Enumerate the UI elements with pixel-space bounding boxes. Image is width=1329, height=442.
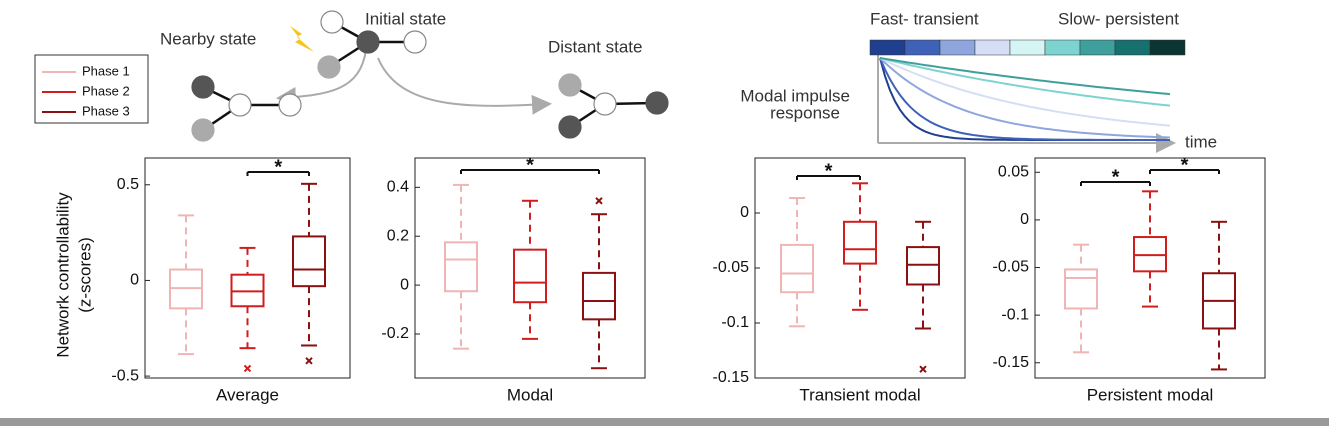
colorbar-cell xyxy=(904,39,941,56)
colorbar-cell xyxy=(1114,39,1151,56)
colorbar-cell xyxy=(974,39,1011,56)
impulse-curve xyxy=(879,57,1171,127)
colorbar-cell xyxy=(939,39,976,56)
outlier xyxy=(305,357,313,365)
box xyxy=(513,248,547,304)
significance-star: * xyxy=(1112,166,1120,188)
y-tick-label: -0.1 xyxy=(1001,306,1029,323)
colorbar-right-label: Slow- persistent xyxy=(1058,9,1179,28)
initial-label: Initial state xyxy=(365,9,446,28)
outlier xyxy=(243,364,252,373)
y-tick-label: 0.05 xyxy=(998,164,1029,181)
significance-star: * xyxy=(825,160,833,182)
colorbar-cell xyxy=(1079,39,1116,56)
box xyxy=(582,271,616,321)
colorbar-cell xyxy=(869,39,906,56)
y-tick-label: -0.2 xyxy=(381,325,409,342)
divider xyxy=(0,418,1329,426)
x-label: Persistent modal xyxy=(1087,385,1214,404)
y-tick-label: 0 xyxy=(1020,211,1029,228)
legend-label: Phase 1 xyxy=(82,63,130,78)
y-tick-label: -0.15 xyxy=(993,354,1030,371)
y-tick-label: -0.05 xyxy=(993,259,1030,276)
y-tick-label: -0.1 xyxy=(721,314,749,331)
outlier xyxy=(595,197,603,205)
network-diagram xyxy=(191,10,669,142)
y-label: Network controllability (z-scores) xyxy=(53,192,94,358)
y-tick-label: 0 xyxy=(130,272,139,289)
significance-star: * xyxy=(274,156,282,178)
y-tick-label: 0 xyxy=(740,204,749,221)
impulse-ylabel: Modal impulse xyxy=(740,86,850,105)
impulse-ylabel: response xyxy=(770,103,840,122)
impulse-curve xyxy=(879,57,1171,139)
y-tick-label: 0 xyxy=(400,276,409,293)
y-tick-label: 0.4 xyxy=(387,179,409,196)
y-tick-label: -0.5 xyxy=(111,367,139,384)
x-label: Modal xyxy=(507,385,553,404)
x-label: Average xyxy=(216,385,279,404)
box xyxy=(292,235,326,288)
box xyxy=(780,243,814,294)
colorbar-cell xyxy=(1044,39,1081,56)
distant-label: Distant state xyxy=(548,37,643,56)
significance-star: * xyxy=(526,154,534,176)
impulse-curve xyxy=(879,57,1170,141)
significance-star: * xyxy=(1181,154,1189,176)
legend-label: Phase 3 xyxy=(82,103,130,118)
y-label-line: Network controllability xyxy=(53,192,72,358)
impulse-xlabel: time xyxy=(1185,132,1217,151)
box xyxy=(1064,268,1098,310)
legend-label: Phase 2 xyxy=(82,83,130,98)
x-label: Transient modal xyxy=(799,385,920,404)
impulse-curve xyxy=(879,57,1170,141)
y-tick-label: -0.05 xyxy=(713,259,750,276)
box xyxy=(444,241,478,293)
y-tick-label: 0.5 xyxy=(117,176,139,193)
colorbar-left-label: Fast- transient xyxy=(870,9,979,28)
impulse-curve xyxy=(879,57,1171,96)
nearby-label: Nearby state xyxy=(160,29,256,48)
y-tick-label: -0.15 xyxy=(713,369,750,386)
axes-box xyxy=(144,157,351,379)
y-label-line: (z-scores) xyxy=(75,237,94,313)
box xyxy=(906,246,940,286)
impulse-curve xyxy=(879,57,1171,107)
colorbar-cell xyxy=(1149,39,1186,56)
axes-box xyxy=(414,157,646,379)
colorbar-cell xyxy=(1009,39,1046,56)
box xyxy=(843,220,877,265)
y-tick-label: 0.2 xyxy=(387,227,409,244)
outlier xyxy=(919,365,927,373)
